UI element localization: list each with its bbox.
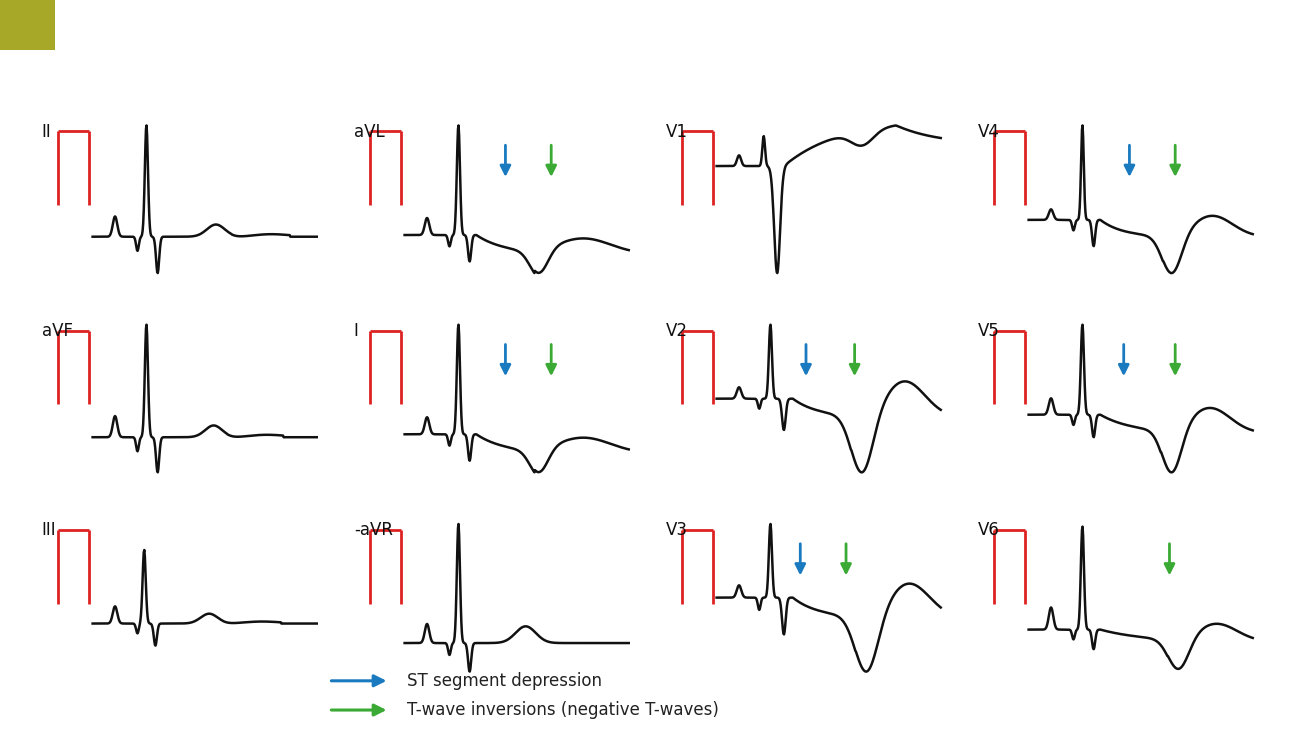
Text: ST segment depression: ST segment depression xyxy=(407,672,602,690)
Text: V5: V5 xyxy=(978,323,1000,340)
Text: T-wave inversions (negative T-waves): T-wave inversions (negative T-waves) xyxy=(407,701,719,719)
Text: aVF: aVF xyxy=(42,323,73,340)
Text: V6: V6 xyxy=(978,522,1000,539)
Text: V3: V3 xyxy=(666,522,688,539)
FancyBboxPatch shape xyxy=(0,0,55,50)
Text: III: III xyxy=(42,522,56,539)
Text: V1: V1 xyxy=(666,123,688,141)
Text: -aVR: -aVR xyxy=(354,522,393,539)
Text: V2: V2 xyxy=(666,323,688,340)
Text: aVL: aVL xyxy=(354,123,385,141)
Text: NSTEMI: NSTEMI xyxy=(72,13,173,37)
Text: II: II xyxy=(42,123,52,141)
Text: I: I xyxy=(354,323,359,340)
Text: V4: V4 xyxy=(978,123,1000,141)
